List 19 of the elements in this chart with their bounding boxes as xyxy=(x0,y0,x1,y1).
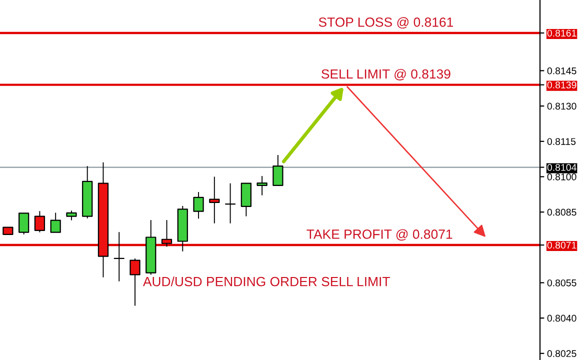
y-tick-label: 0.8071 xyxy=(547,242,576,249)
y-tick-label: 0.8104 xyxy=(547,164,576,171)
y-tick-label: 0.8161 xyxy=(547,30,576,37)
candlestick xyxy=(114,232,124,282)
candlestick xyxy=(209,176,220,224)
annotation: AUD/USD PENDING ORDER SELL LIMIT xyxy=(142,276,390,286)
ref-line-label: STOP LOSS @ 0.8161 xyxy=(318,17,454,29)
y-tick-label: 0.8130 xyxy=(547,102,576,110)
y-tick-label: 0.8145 xyxy=(547,67,576,74)
y-tick-label: 0.8100 xyxy=(547,173,576,180)
y-tick-label: 0.8025 xyxy=(547,350,576,358)
y-tick-label: 0.8085 xyxy=(547,208,576,216)
candlestick xyxy=(224,183,236,224)
y-tick-label: 0.8115 xyxy=(547,138,576,145)
y-tick-label: 0.8055 xyxy=(547,279,576,286)
y-tick-label: 0.8040 xyxy=(547,314,576,322)
ref-line-label: TAKE PROFIT @ 0.8071 xyxy=(306,229,452,241)
y-tick-label: 0.8139 xyxy=(547,82,576,88)
ref-line-label: SELL LIMIT @ 0.8139 xyxy=(322,68,450,80)
